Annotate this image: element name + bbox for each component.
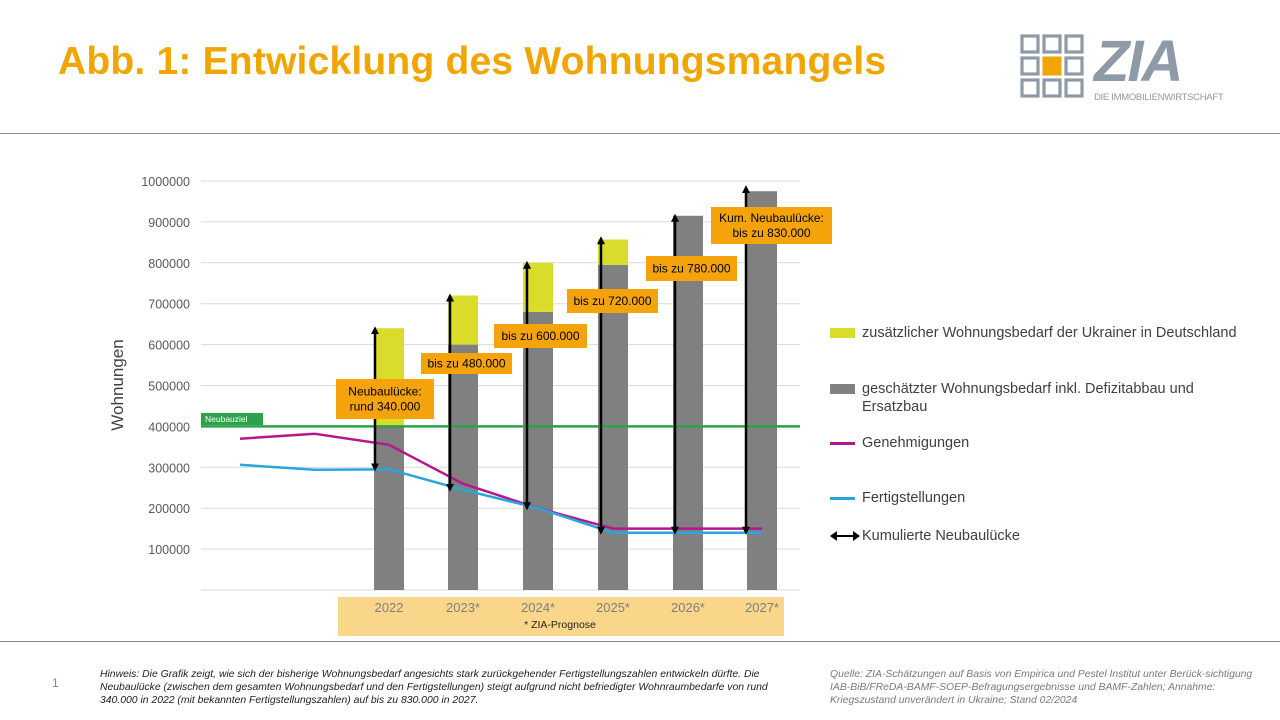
legend-label-permits: Genehmigungen [862,435,970,451]
bar-ukraine-2023 [448,295,478,345]
header-divider [0,133,1280,134]
y-tick-label: 100000 [148,543,190,557]
forecast-band [338,597,784,636]
gap-label-2022: Neubaulücke: [348,385,421,399]
y-tick-label: 700000 [148,298,190,312]
footer-divider [0,641,1280,642]
y-tick-label: 500000 [148,380,190,394]
bar-demand-2023 [448,344,478,590]
y-axis-title: Wohnungen [108,339,127,430]
bar-demand-2027 [747,191,777,590]
x-tick-label: 2024* [521,600,555,615]
gap-label-2023: bis zu 480.000 [427,357,505,371]
y-tick-label: 300000 [148,461,190,475]
legend-swatch-permits [830,442,855,445]
target-line-label-bg [201,413,263,425]
forecast-note: * ZIA-Prognose [524,619,596,631]
legend-swatch-completions [830,497,855,500]
zia-logo-graphic [1020,34,1084,98]
gap-label-box-2027 [711,207,832,244]
y-tick-label: 1000000 [141,175,190,189]
y-tick-label: 600000 [148,339,190,353]
y-tick-label: 800000 [148,257,190,271]
y-tick-label: 900000 [148,216,190,230]
bar-demand-2022 [374,426,404,590]
gap-label-2027: Kum. Neubaulücke: [719,211,824,225]
gap-label-box-2026 [646,256,737,281]
x-tick-label: 2023* [446,600,480,615]
footnote-source: Quelle: ZIA-Schätzungen auf Basis von Em… [830,669,1253,707]
x-tick-label: 2027* [745,600,779,615]
zia-logo: ZIA DIE IMMOBILIENWIRTSCHAFT [1020,29,1224,110]
slide-title: Abb. 1: Entwicklung des Wohnungsmangels [58,40,887,83]
footnote-hint: Hinweis: Die Grafik zeigt, wie sich der … [100,669,768,707]
x-tick-label: 2025* [596,600,630,615]
gap-label-box-2025 [567,289,658,313]
gap-label-2022: rund 340.000 [350,400,421,414]
x-tick-label: 2026* [671,600,705,615]
zia-wordmark: ZIA [1094,29,1183,94]
legend-label-demand: geschätzter Wohnungsbedarf inkl. Defizit… [862,381,1194,415]
y-tick-label: 200000 [148,502,190,516]
gap-label-2025: bis zu 720.000 [573,294,651,308]
x-tick-label: 2022 [375,600,404,615]
y-tick-label: 400000 [148,420,190,434]
gap-label-2024: bis zu 600.000 [501,329,579,343]
page-number: 1 [52,676,59,690]
gap-label-2027: bis zu 830.000 [732,226,810,240]
zia-tagline: DIE IMMOBILIENWIRTSCHAFT [1094,92,1224,103]
double-arrow-icon [830,531,860,541]
bar-ukraine-2025 [598,239,628,265]
legend-label-gap: Kumulierte Neubaulücke [862,528,1020,544]
legend-swatch-demand [830,384,855,394]
legend-swatch-ukraine [830,328,855,338]
gap-label-box-2022 [336,379,434,419]
gap-label-2026: bis zu 780.000 [652,262,730,276]
target-line-label: Neubauziel [205,414,248,424]
gap-label-box-2024 [494,324,587,348]
legend-label-ukraine: zusätzlicher Wohnungsbedarf der Ukrainer… [862,325,1237,341]
legend-label-completions: Fertigstellungen [862,490,966,506]
gap-label-box-2023 [421,353,512,374]
